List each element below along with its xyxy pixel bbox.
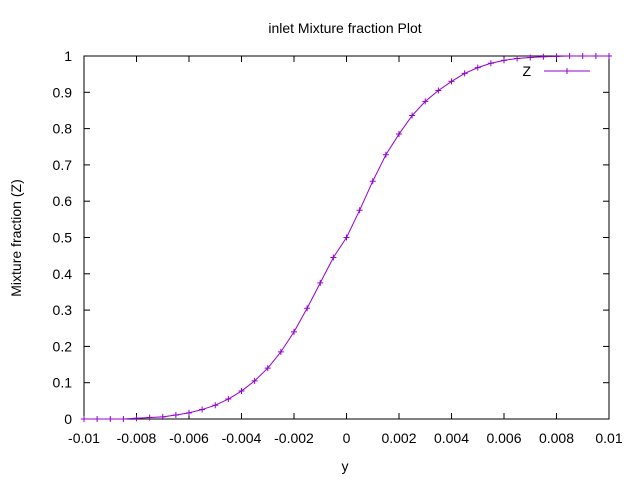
y-tick-label: 0.2 — [53, 338, 73, 354]
x-tick-label: 0.004 — [434, 430, 469, 446]
y-tick-label: 0.5 — [53, 230, 73, 246]
data-point — [277, 348, 284, 355]
data-point — [107, 416, 114, 422]
data-point — [120, 416, 127, 422]
legend-marker-z — [564, 68, 570, 74]
data-point — [448, 78, 455, 85]
data-point — [186, 409, 192, 416]
y-tick-label: 0.1 — [53, 375, 73, 391]
data-point — [146, 414, 153, 421]
data-point — [461, 70, 468, 77]
x-tick-label: 0.01 — [595, 430, 622, 446]
data-point — [343, 234, 350, 241]
data-point — [606, 53, 612, 59]
data-point — [81, 416, 87, 422]
x-tick-label: 0.006 — [486, 430, 521, 446]
data-point — [133, 415, 140, 422]
data-point — [264, 365, 271, 372]
y-tick-label: 0.3 — [53, 302, 73, 318]
y-tick-label: 0.7 — [53, 157, 73, 173]
data-point — [356, 207, 363, 214]
legend-label-z: Z — [522, 63, 531, 79]
data-point — [396, 131, 402, 138]
legend-marker-plus — [564, 68, 570, 74]
data-point — [159, 413, 166, 420]
legend: Z — [522, 63, 590, 79]
x-axis-label: y — [342, 458, 349, 474]
data-point — [592, 53, 599, 59]
x-axis: -0.01 -0.008 -0.006 -0.004 -0.002 0 0.002 0.004… — [68, 56, 623, 446]
x-tick-label: 0.008 — [539, 430, 574, 446]
x-tick-label: -0.006 — [169, 430, 209, 446]
x-tick-label: 0.002 — [381, 430, 416, 446]
data-point — [422, 98, 429, 105]
data-point — [291, 328, 297, 335]
data-point — [317, 279, 324, 286]
data-point — [238, 388, 245, 395]
x-tick-label: -0.004 — [222, 430, 262, 446]
y-tick-label: 1 — [64, 48, 72, 64]
data-point — [304, 305, 311, 312]
x-tick-label: -0.002 — [274, 430, 314, 446]
data-point — [579, 53, 586, 59]
data-point — [435, 87, 442, 94]
data-point — [382, 151, 389, 158]
y-tick-label: 0.4 — [53, 266, 73, 282]
data-point — [501, 57, 507, 64]
data-point — [474, 64, 481, 71]
data-point — [487, 60, 494, 67]
y-axis-label: Mixture fraction (Z) — [8, 179, 24, 296]
y-tick-label: 0.6 — [53, 193, 73, 209]
data-point — [225, 396, 232, 403]
data-point — [212, 402, 219, 409]
chart-title: inlet Mixture fraction Plot — [268, 20, 421, 36]
data-point — [199, 406, 206, 413]
data-point — [527, 54, 534, 61]
y-tick-label: 0.8 — [53, 121, 73, 137]
x-tick-label: -0.008 — [117, 430, 157, 446]
y-axis: 0 0.1 0.2 0.3 0.4 0.5 0.6 0.7 0.8 0.9 1 — [53, 48, 609, 427]
data-point — [409, 112, 416, 119]
data-point — [251, 377, 258, 384]
y-tick-label: 0 — [64, 411, 72, 427]
y-tick-label: 0.9 — [53, 84, 73, 100]
series-layer — [81, 53, 612, 422]
x-tick-label: 0 — [343, 430, 351, 446]
data-point — [540, 53, 547, 60]
data-point — [94, 416, 101, 422]
data-point — [172, 412, 179, 419]
x-tick-label: -0.01 — [68, 430, 100, 446]
data-point — [566, 53, 573, 59]
data-point — [514, 55, 521, 62]
data-point — [553, 53, 560, 60]
data-point — [369, 178, 376, 185]
data-point — [330, 254, 337, 261]
